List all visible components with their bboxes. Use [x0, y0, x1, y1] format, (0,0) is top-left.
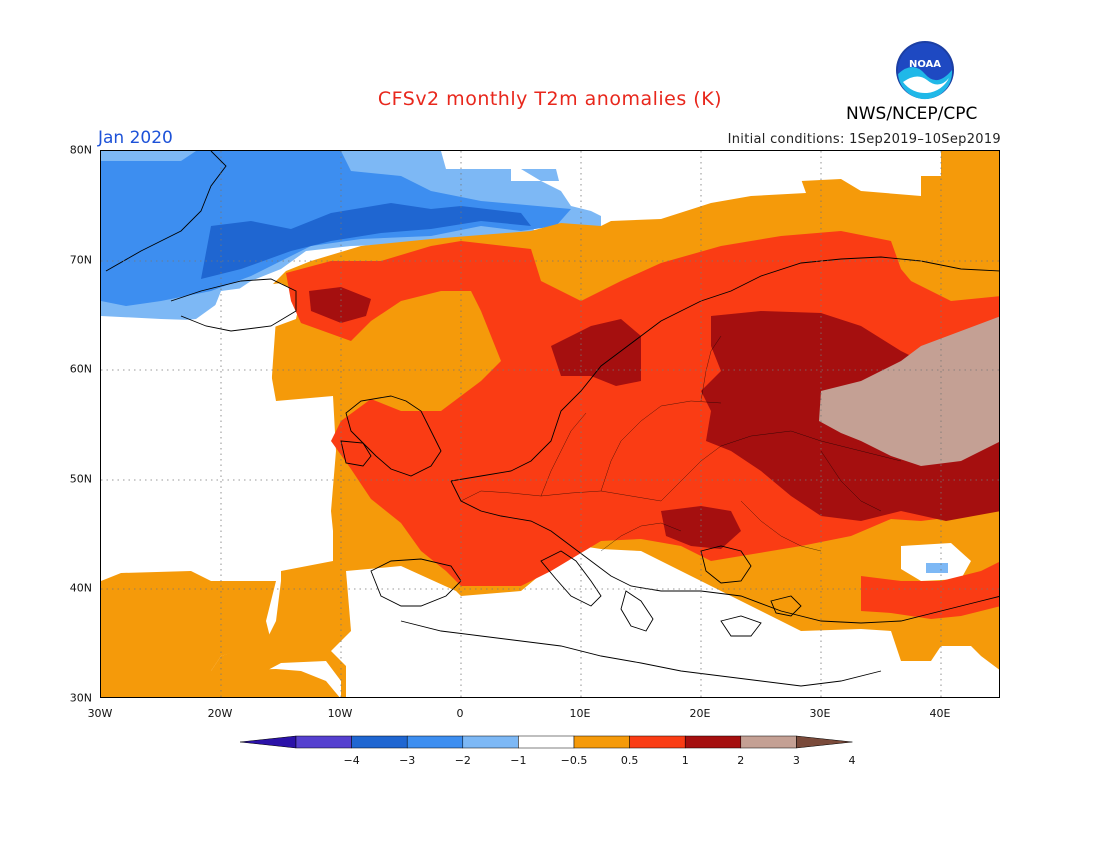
lat-label-30n: 30N: [69, 691, 92, 705]
anomaly-map: [100, 150, 1000, 698]
lat-label-70n: 70N: [69, 253, 92, 267]
anomaly-field: [101, 151, 999, 697]
lat-label-50n: 50N: [69, 472, 92, 486]
graticule: [101, 151, 999, 697]
warm-anomaly-1-sw: [101, 571, 340, 697]
colorbar-label: −1: [510, 754, 527, 767]
neutral-atlantic: [101, 316, 286, 576]
lat-label-60n: 60N: [69, 362, 92, 376]
neutral-turkey-north: [901, 543, 971, 581]
lat-label-80n: 80N: [69, 143, 92, 157]
lon-label-20w: 20W: [207, 707, 233, 720]
colorbar-label: −0.5: [560, 754, 588, 767]
lon-label-10w: 10W: [327, 707, 353, 720]
lat-label-40n: 40N: [69, 581, 92, 595]
colorbar-label: −3: [399, 754, 416, 767]
colorbar-segment: [573, 735, 630, 749]
svg-text:NOAA: NOAA: [909, 59, 941, 70]
neutral-north: [501, 151, 806, 221]
neutral-iceland: [211, 283, 301, 333]
lon-label-30w: 30W: [87, 707, 113, 720]
colorbar-segment: [462, 735, 519, 749]
colorbar-segment: [406, 735, 464, 749]
warm-anomaly-4: [819, 316, 999, 466]
colorbar-segment: [239, 735, 297, 749]
initial-conditions-label: Initial conditions: 1Sep2019–10Sep2019: [727, 132, 1001, 147]
colorbar-segment: [629, 735, 686, 749]
colorbar-label: 4: [848, 754, 856, 767]
colorbar-segment: [684, 735, 742, 749]
colorbar-label: 3: [792, 754, 800, 767]
lon-label-20e: 20E: [689, 707, 711, 720]
cool-anomaly-spot: [926, 563, 948, 573]
month-label: Jan 2020: [98, 128, 173, 148]
country-borders: [460, 335, 902, 552]
colorbar: [239, 735, 853, 749]
warm-anomaly-3-scand: [551, 319, 641, 386]
neutral-med: [331, 546, 999, 697]
colorbar-segment: [740, 735, 797, 749]
warm-anomaly-3-norway: [309, 287, 371, 323]
colorbar-label: −4: [343, 754, 360, 767]
lon-label-30e: 30E: [809, 707, 831, 720]
lon-label-10e: 10E: [569, 707, 591, 720]
colorbar-label: −2: [454, 754, 471, 767]
warm-anomaly-2-spain: [381, 451, 481, 501]
colorbar-label: 0.5: [620, 754, 639, 767]
lon-label-0: 0: [456, 707, 464, 720]
noaa-logo: NOAA: [895, 40, 955, 100]
agency-label: NWS/NCEP/CPC: [846, 104, 978, 124]
colorbar-segment: [796, 735, 853, 749]
coastlines: [105, 151, 999, 687]
colorbar-segment: [295, 735, 352, 749]
warm-anomaly-3-balkans: [661, 506, 741, 549]
colorbar-label: 1: [681, 754, 689, 767]
map-title: CFSv2 monthly T2m anomalies (K): [377, 88, 723, 110]
colorbar-label: 2: [737, 754, 745, 767]
lon-label-40e: 40E: [929, 707, 951, 720]
colorbar-segment: [518, 735, 575, 749]
cool-anomaly-strong: [201, 203, 531, 279]
colorbar-segment: [351, 735, 408, 749]
